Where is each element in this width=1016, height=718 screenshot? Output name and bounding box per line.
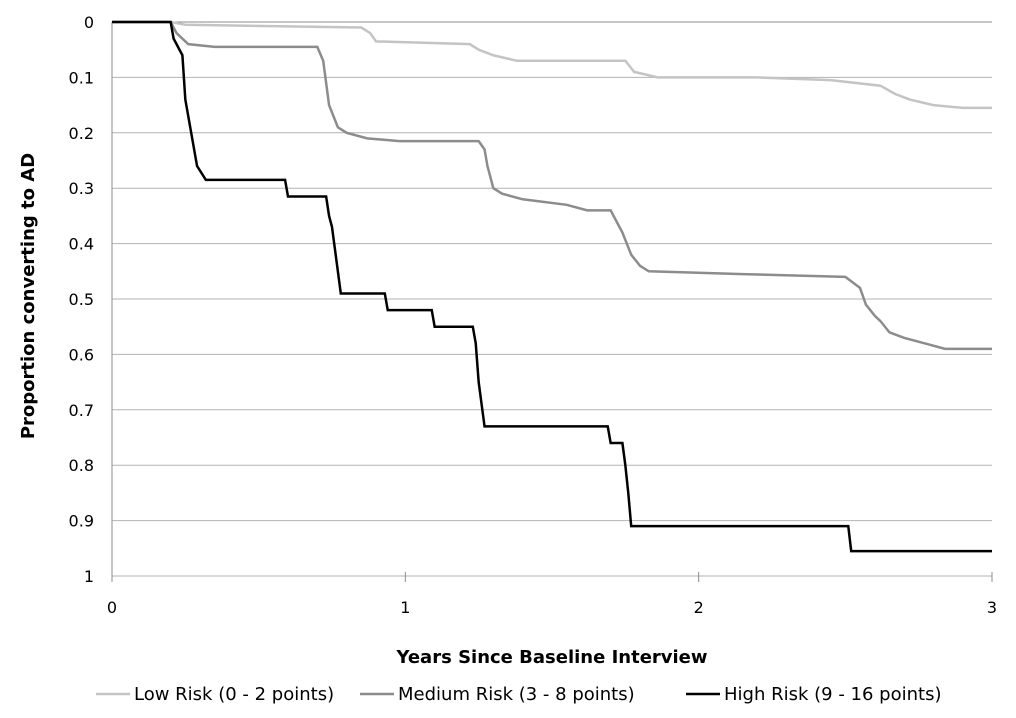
y-tick-label: 0.6 xyxy=(69,345,94,364)
x-tick-label: 2 xyxy=(694,598,704,617)
y-tick-label: 0.1 xyxy=(69,68,94,87)
y-tick-label: 1 xyxy=(84,567,94,586)
y-tick-label: 0.8 xyxy=(69,456,94,475)
legend-label: Medium Risk (3 - 8 points) xyxy=(398,684,635,705)
y-tick-label: 0.3 xyxy=(69,179,94,198)
y-axis-title: Proportion converting to AD xyxy=(18,153,39,439)
x-axis-title: Years Since Baseline Interview xyxy=(395,647,707,668)
series-line-1 xyxy=(112,20,992,110)
x-tick-label: 0 xyxy=(107,598,117,617)
legend-label: High Risk (9 - 16 points) xyxy=(724,684,941,705)
y-tick-label: 0.4 xyxy=(69,235,94,254)
x-tick-labels: 0 1 2 3 xyxy=(107,598,997,617)
x-tick-label: 1 xyxy=(400,598,410,617)
y-tick-label: 0.7 xyxy=(69,401,94,420)
series-line-2 xyxy=(112,20,992,351)
y-tick-labels: 0 0.1 0.2 0.3 0.4 0.5 0.6 0.7 0.8 0.9 1 xyxy=(69,13,94,586)
legend: Low Risk (0 - 2 points) Medium Risk (3 - … xyxy=(96,684,941,705)
y-tick-label: 0.5 xyxy=(69,290,94,309)
legend-label: Low Risk (0 - 2 points) xyxy=(134,684,334,705)
series-line-3 xyxy=(112,20,992,553)
gridlines xyxy=(112,76,992,577)
y-tick-label: 0 xyxy=(84,13,94,32)
y-tick-label: 0.9 xyxy=(69,512,94,531)
x-tick-label: 3 xyxy=(987,598,997,617)
series-lines xyxy=(112,20,992,553)
y-tick-label: 0.2 xyxy=(69,124,94,143)
axes xyxy=(111,21,993,582)
